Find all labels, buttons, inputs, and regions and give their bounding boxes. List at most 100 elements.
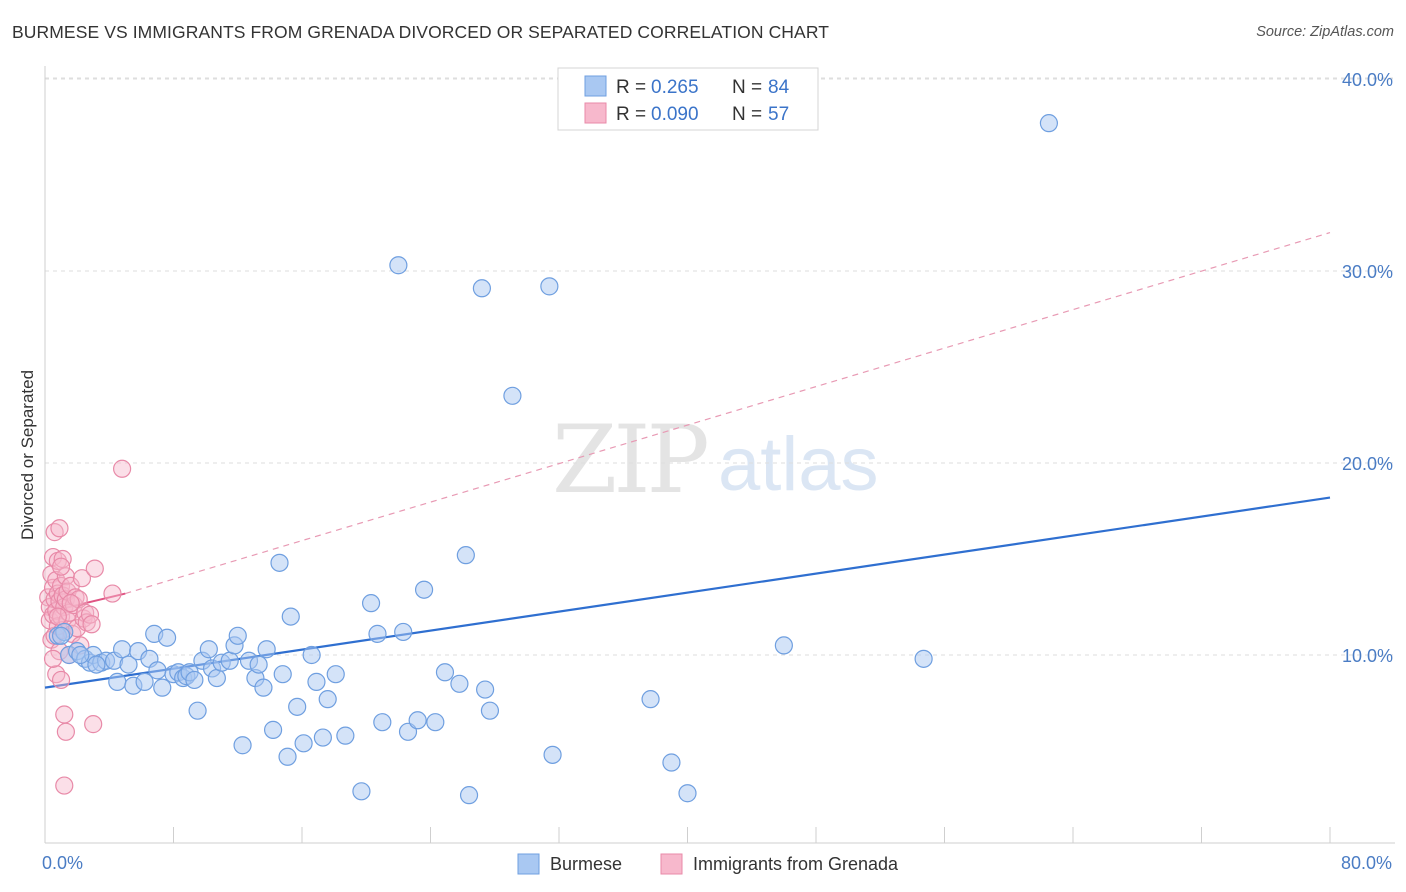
watermark-atlas: atlas (718, 422, 879, 507)
point-burmese-42 (263, 720, 283, 739)
y-tick-label-1: 20.0% (1342, 454, 1393, 474)
point-grenada-54 (51, 557, 71, 576)
point-grenada-39 (66, 588, 85, 607)
point-grenada-49 (84, 715, 103, 734)
legend-n-value-1: 84 (768, 77, 790, 98)
point-burmese-18 (148, 661, 167, 680)
legend-swatch-burmese (584, 75, 607, 97)
legend-r-label-2: R = (616, 104, 651, 125)
x-tick-label-1: 80.0% (1341, 853, 1392, 873)
point-burmese-62 (408, 711, 427, 730)
point-grenada-52 (112, 459, 132, 478)
point-burmese-69 (472, 279, 491, 298)
point-burmese-65 (435, 663, 455, 682)
legend-n-value-2: 57 (768, 104, 789, 125)
point-burmese-71 (480, 701, 500, 720)
point-burmese-74 (543, 745, 562, 764)
series-legend: Burmese Immigrants from Grenada (517, 853, 899, 875)
point-burmese-47 (288, 697, 307, 716)
y-tick-label-0: 10.0% (1342, 646, 1393, 666)
point-burmese-40 (254, 678, 273, 697)
point-burmese-64 (426, 713, 445, 732)
point-grenada-13 (47, 665, 66, 684)
point-burmese-80 (1039, 114, 1059, 133)
bottom-legend-swatch-burmese (517, 853, 540, 875)
point-burmese-43 (270, 553, 289, 572)
point-grenada-48 (82, 615, 101, 634)
point-burmese-66 (450, 674, 469, 693)
point-grenada-50 (85, 559, 104, 578)
point-burmese-83 (87, 655, 106, 674)
point-burmese-41 (257, 640, 276, 659)
point-burmese-51 (313, 728, 332, 747)
point-burmese-29 (199, 640, 218, 659)
point-burmese-10 (108, 672, 127, 691)
chart-source: Source: ZipAtlas.com (1256, 24, 1394, 40)
point-burmese-35 (228, 626, 247, 645)
point-burmese-82 (71, 645, 90, 665)
point-grenada-43 (72, 569, 92, 588)
legend-r-value-1: 0.265 (651, 77, 699, 98)
point-burmese-39 (249, 655, 268, 674)
legend-n-label-2: N = (732, 104, 767, 125)
point-burmese-45 (278, 747, 297, 766)
point-grenada-23 (53, 549, 72, 569)
point-burmese-59 (389, 256, 408, 275)
point-burmese-73 (540, 277, 559, 296)
points-burmese (48, 114, 1059, 805)
axis-layer: 10.0% 20.0% 30.0% 40.0% 0.0% 80.0% (42, 66, 1395, 873)
point-grenada-27 (55, 705, 74, 724)
point-burmese-68 (459, 786, 479, 805)
point-burmese-50 (307, 672, 326, 691)
point-burmese-12 (119, 655, 138, 674)
point-burmese-56 (361, 594, 381, 613)
point-grenada-31 (56, 722, 75, 741)
point-burmese-48 (294, 734, 313, 753)
point-burmese-57 (368, 624, 387, 643)
point-burmese-33 (220, 651, 239, 670)
point-burmese-44 (273, 665, 292, 684)
point-grenada-56 (48, 607, 67, 626)
point-burmese-26 (185, 670, 204, 690)
point-grenada-28 (55, 776, 74, 795)
point-burmese-81 (51, 626, 71, 645)
grid-layer (45, 77, 1395, 656)
point-grenada-19 (50, 519, 69, 538)
correlation-legend: R = 0.265 N = 84 R = 0.090 N = 57 (557, 67, 819, 131)
point-burmese-11 (112, 640, 132, 659)
point-burmese-20 (157, 628, 177, 647)
point-burmese-31 (207, 668, 226, 688)
point-burmese-76 (662, 753, 681, 772)
legend-swatch-grenada (584, 102, 607, 124)
y-tick-label-2: 30.0% (1342, 262, 1393, 282)
point-burmese-46 (281, 607, 300, 626)
x-tick-label-0: 0.0% (42, 853, 83, 873)
point-burmese-55 (352, 782, 371, 801)
point-burmese-78 (774, 636, 793, 655)
points-immigrants-from-grenada (39, 459, 132, 795)
y-axis-label: Divorced or Separated (18, 370, 37, 540)
bottom-legend-label-grenada: Immigrants from Grenada (693, 854, 899, 874)
point-burmese-49 (302, 645, 321, 665)
point-burmese-79 (914, 649, 933, 668)
bottom-legend-swatch-grenada (660, 853, 683, 875)
point-burmese-58 (373, 713, 392, 732)
legend-n-label-1: N = (732, 77, 767, 98)
point-burmese-75 (641, 690, 660, 709)
y-tick-label-3: 40.0% (1342, 70, 1393, 90)
trendline-grenada-extended (125, 232, 1331, 595)
point-grenada-53 (43, 649, 63, 668)
bottom-legend-label-burmese: Burmese (550, 854, 622, 874)
point-burmese-60 (394, 622, 413, 642)
point-burmese-52 (318, 690, 337, 709)
point-grenada-55 (61, 594, 80, 613)
point-burmese-19 (153, 678, 172, 697)
point-burmese-53 (326, 665, 345, 684)
point-burmese-36 (233, 736, 252, 755)
point-burmese-63 (414, 580, 434, 599)
point-burmese-15 (135, 672, 154, 691)
point-burmese-54 (336, 726, 355, 745)
point-burmese-72 (503, 386, 522, 405)
point-burmese-70 (476, 680, 495, 699)
